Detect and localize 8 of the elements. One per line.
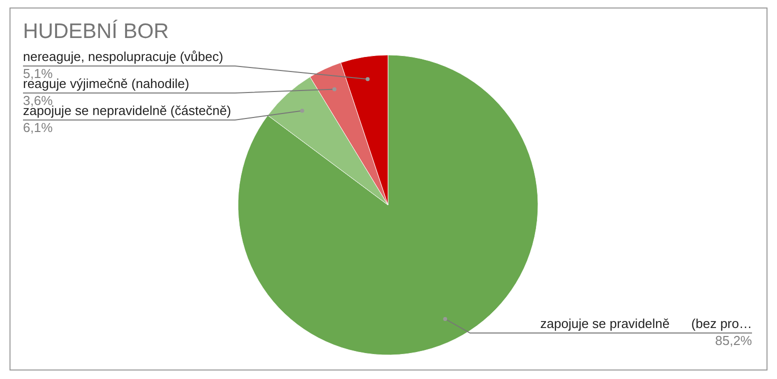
chart-title: HUDEBNÍ BOR xyxy=(23,19,169,43)
slice-label: nereaguje, nespolupracuje (vůbec) xyxy=(23,49,224,64)
data-label: 5,1% xyxy=(23,66,54,81)
pie-slice xyxy=(238,54,538,356)
data-label: 85,2% xyxy=(715,333,752,348)
data-label: 6,1% xyxy=(23,120,54,135)
data-label: 3,6% xyxy=(23,93,54,108)
slice-label: zapojuje se pravidelně (bez pro… xyxy=(540,316,752,331)
